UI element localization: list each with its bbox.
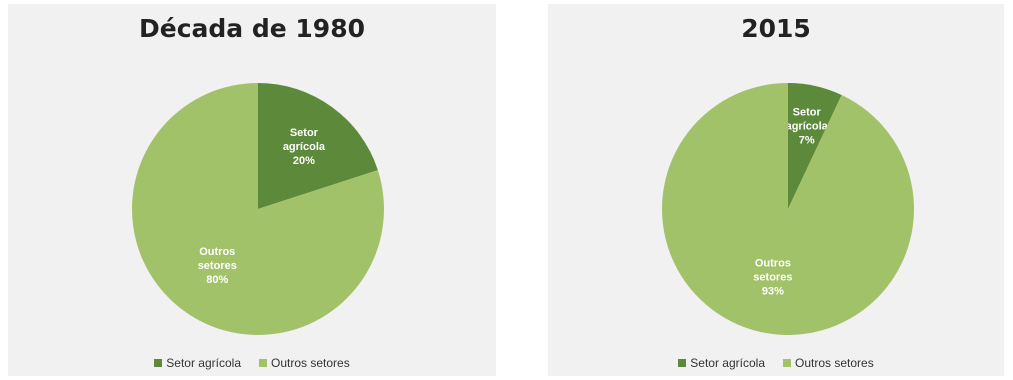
pie-slice-setor-agricola <box>788 83 842 209</box>
chart-panel-1980: Década de 1980 Setor agrícola 20% Outros set… <box>8 4 496 376</box>
legend-swatch-setor-agricola <box>154 359 163 367</box>
pie-slice-outros-setores <box>132 83 384 335</box>
legend: Setor agrícola Outros setores <box>548 356 1004 370</box>
legend-label: Outros setores <box>271 356 350 370</box>
chart-title: 2015 <box>741 14 811 43</box>
legend-swatch-outros-setores <box>259 359 267 367</box>
slice-label: Outros setores 80% <box>198 246 237 286</box>
legend-swatch-setor-agricola <box>678 359 687 367</box>
pie-slice-outros-setores <box>662 83 914 336</box>
legend-label: Outros setores <box>795 356 874 370</box>
slice-label: Setor agrícola 20% <box>283 127 326 167</box>
pie-chart-1980: Setor agrícola 20% Outros setores 80% <box>132 83 384 335</box>
legend-label: Setor agrícola <box>690 356 765 370</box>
legend-item-outros-setores: Outros setores <box>783 356 874 370</box>
legend-label: Setor agrícola <box>166 356 241 370</box>
legend: Setor agrícola Outros setores <box>8 356 496 370</box>
legend-item-setor-agricola: Setor agrícola <box>154 356 241 370</box>
pie-slice-setor-agricola <box>258 83 378 209</box>
slice-label: Outros setores 93% <box>753 258 792 298</box>
legend-item-outros-setores: Outros setores <box>259 356 350 370</box>
chart-panel-2015: 2015 Setor agrícola 7% Outros setores 93% Set… <box>548 4 1004 376</box>
legend-swatch-outros-setores <box>783 359 791 367</box>
legend-item-setor-agricola: Setor agrícola <box>678 356 765 370</box>
pie-chart-2015: Setor agrícola 7% Outros setores 93% <box>662 83 914 336</box>
slice-label: Setor agrícola 7% <box>786 106 829 146</box>
chart-title: Década de 1980 <box>138 14 365 43</box>
